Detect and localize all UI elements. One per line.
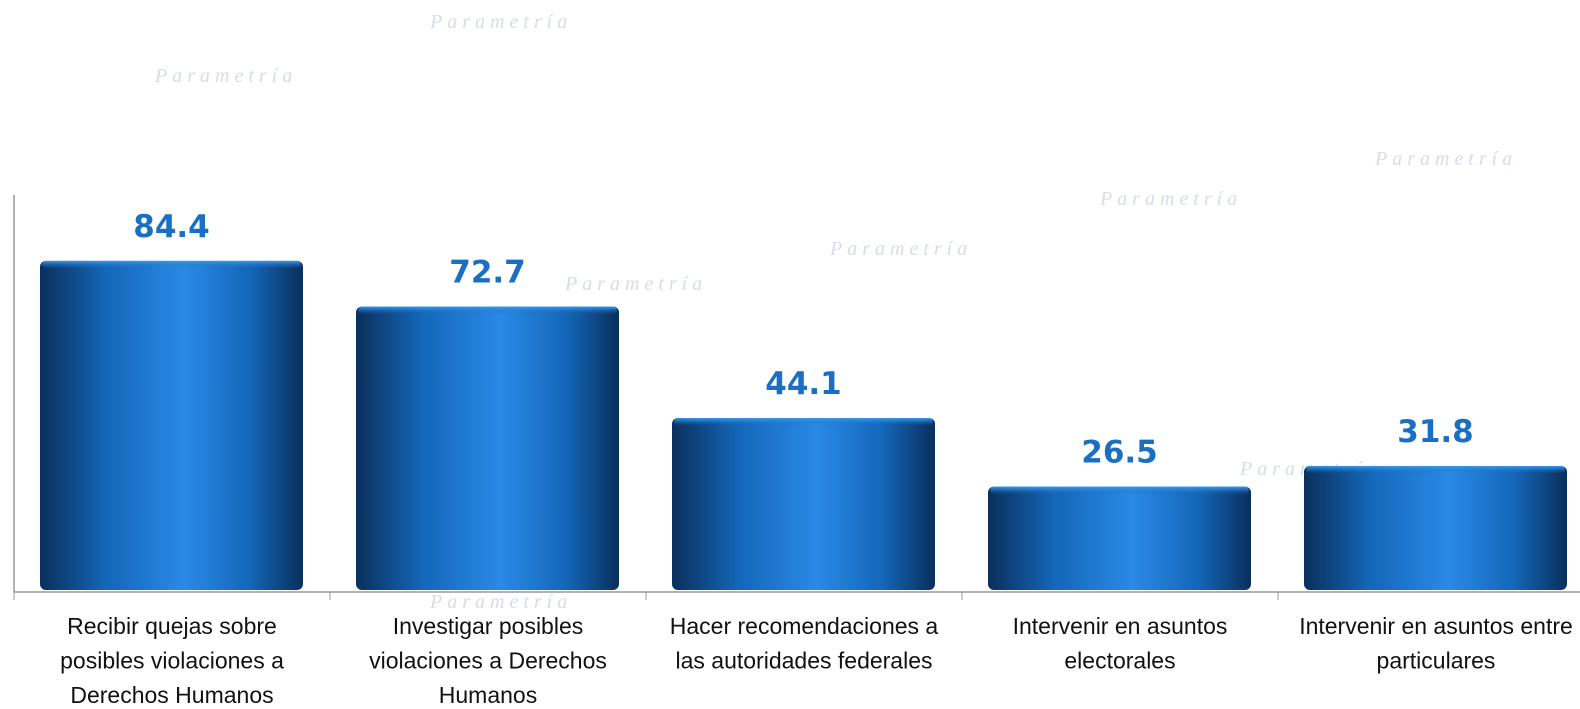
- bar-highlight: [1306, 465, 1565, 474]
- watermark: Parametría: [429, 591, 572, 613]
- bar-highlight: [358, 306, 617, 315]
- bar: [1304, 465, 1567, 590]
- watermark: Parametría: [1374, 148, 1517, 170]
- watermark: Parametría: [429, 11, 572, 33]
- value-label: 44.1: [765, 366, 842, 402]
- value-label: 31.8: [1397, 414, 1474, 450]
- bar-highlight: [674, 418, 933, 427]
- bar: [40, 260, 303, 590]
- value-label: 72.7: [449, 254, 526, 290]
- value-label: 26.5: [1081, 435, 1158, 471]
- watermark: Parametría: [1099, 188, 1242, 210]
- bar-highlight: [42, 260, 301, 269]
- x-tick-label: Intervenir en asuntos entre particulares: [1299, 613, 1573, 674]
- x-tick-label: Hacer recomendaciones a las autoridades f…: [670, 613, 939, 674]
- bar: [672, 418, 935, 590]
- watermark: Parametría: [829, 238, 972, 260]
- bar: [988, 486, 1251, 590]
- x-tick-label: Recibir quejas sobre posibles violaciones…: [60, 613, 284, 708]
- value-label: 84.4: [133, 209, 210, 245]
- x-tick-label: Investigar posibles violaciones a Derecho…: [369, 613, 607, 708]
- bar-highlight: [990, 486, 1249, 495]
- watermark: Parametría: [564, 273, 707, 295]
- watermark: Parametría: [154, 65, 297, 87]
- bar: [356, 306, 619, 590]
- background: Parametría Parametría Parametría Parametría…: [154, 11, 1517, 613]
- x-tick-label: Intervenir en asuntos electorales: [1013, 613, 1228, 674]
